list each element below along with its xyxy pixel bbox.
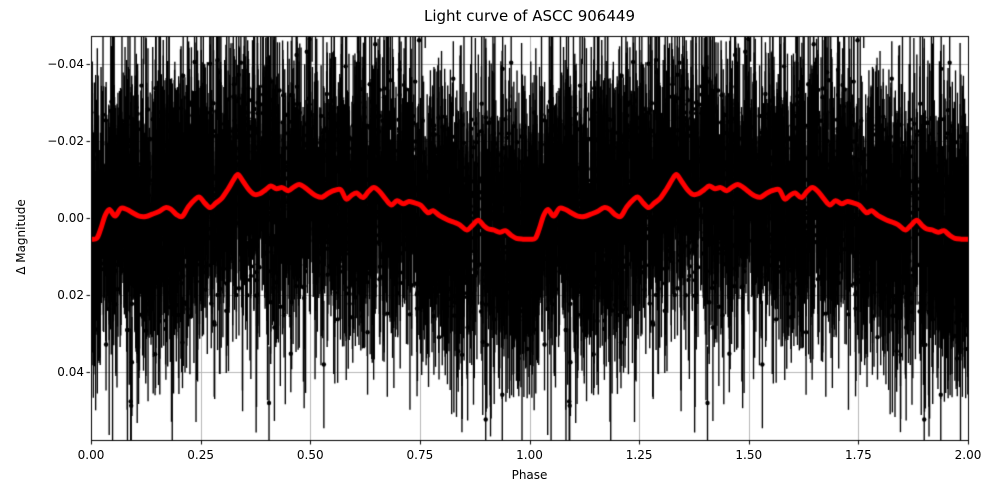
x-tick-label: 1.50 bbox=[735, 448, 763, 462]
y-tick-label: 0.04 bbox=[57, 364, 84, 379]
x-axis-label: Phase bbox=[511, 468, 548, 482]
x-tick-label: 0.00 bbox=[77, 448, 105, 462]
x-tick-label: 1.00 bbox=[516, 448, 543, 462]
y-tick-label: 0.00 bbox=[57, 210, 84, 225]
x-tick-label: 1.25 bbox=[625, 448, 653, 462]
y-axis-label: Δ Magnitude bbox=[14, 199, 28, 275]
x-tick-label: 2.00 bbox=[954, 448, 982, 462]
x-tick-label: 0.75 bbox=[406, 448, 434, 462]
x-tick-label: 0.50 bbox=[296, 448, 324, 462]
y-tick-label: −0.02 bbox=[47, 133, 84, 148]
x-tick-label: 0.25 bbox=[187, 448, 214, 462]
y-tick-label: 0.02 bbox=[57, 287, 84, 302]
chart-title: Light curve of ASCC 906449 bbox=[424, 7, 635, 25]
x-tick-label: 1.75 bbox=[845, 448, 872, 462]
y-tick-label: −0.04 bbox=[47, 56, 84, 71]
